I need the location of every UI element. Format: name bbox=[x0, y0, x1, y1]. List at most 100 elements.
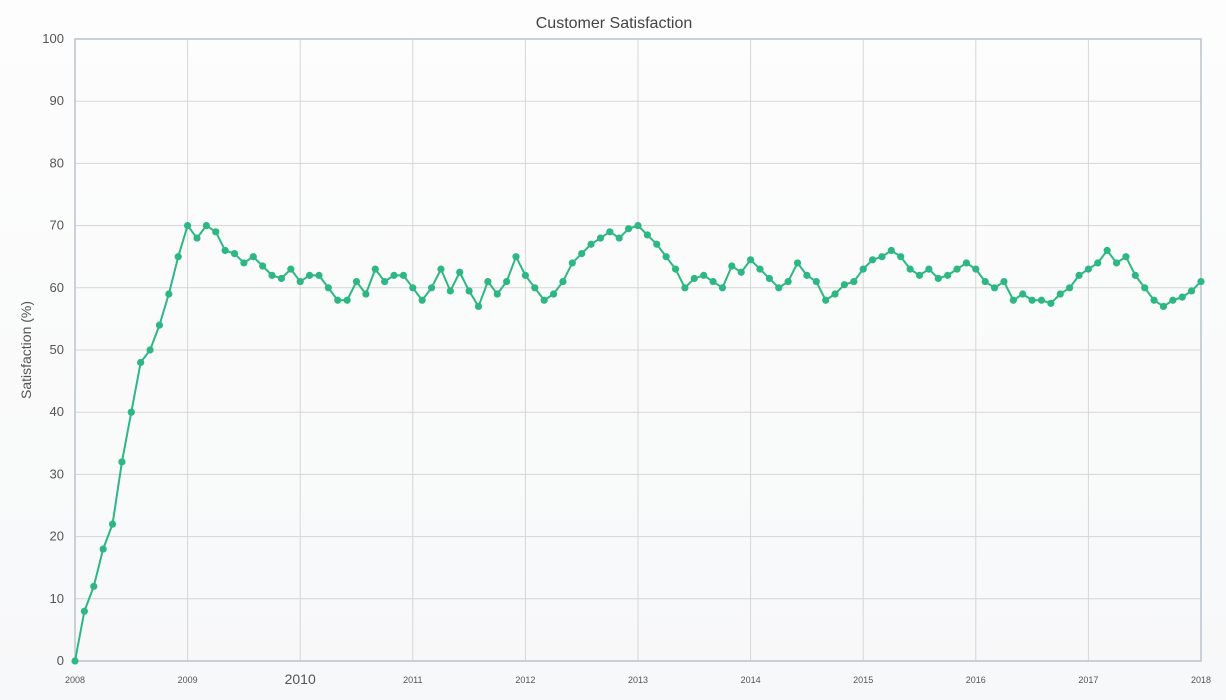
x-tick-label: 2008 bbox=[65, 675, 85, 685]
data-point bbox=[953, 265, 961, 273]
data-point bbox=[925, 265, 933, 273]
data-point bbox=[850, 277, 858, 286]
data-point bbox=[1047, 299, 1055, 307]
y-tick-label: 60 bbox=[50, 280, 64, 295]
y-axis-ticks: 0 10 20 30 40 50 60 70 80 90 100 bbox=[42, 31, 64, 668]
data-point bbox=[324, 284, 332, 292]
data-point bbox=[1084, 265, 1092, 273]
x-tick-label: 2009 bbox=[178, 675, 198, 685]
data-point bbox=[1197, 277, 1205, 286]
data-point bbox=[990, 284, 999, 292]
data-point bbox=[972, 265, 980, 273]
data-point bbox=[268, 271, 276, 279]
y-tick-label: 80 bbox=[50, 155, 64, 170]
data-point bbox=[962, 259, 971, 267]
data-point bbox=[277, 274, 286, 283]
y-tick-label: 40 bbox=[50, 404, 64, 419]
data-point bbox=[981, 277, 989, 286]
data-point bbox=[174, 253, 182, 261]
data-point bbox=[474, 302, 483, 311]
data-point bbox=[587, 240, 595, 248]
data-point bbox=[1066, 284, 1074, 292]
data-point bbox=[1075, 271, 1083, 279]
data-point bbox=[1103, 246, 1111, 255]
y-axis-title: Satisfaction (%) bbox=[18, 301, 34, 399]
data-point bbox=[465, 287, 473, 295]
series-points bbox=[71, 222, 1205, 665]
grid bbox=[74, 38, 1202, 662]
y-tick-label: 100 bbox=[42, 31, 64, 46]
data-point bbox=[775, 284, 783, 292]
data-point bbox=[1019, 290, 1027, 298]
data-point bbox=[202, 222, 210, 230]
data-point bbox=[427, 284, 436, 292]
data-point bbox=[80, 607, 88, 615]
data-point bbox=[1009, 296, 1017, 304]
data-point bbox=[343, 296, 351, 304]
data-point bbox=[1000, 277, 1008, 286]
data-point bbox=[615, 234, 623, 242]
data-point bbox=[287, 265, 295, 273]
data-point bbox=[859, 265, 867, 273]
y-tick-label: 70 bbox=[50, 218, 64, 233]
data-point bbox=[108, 520, 117, 528]
data-point bbox=[493, 290, 501, 298]
data-point bbox=[1159, 302, 1168, 311]
data-point bbox=[409, 284, 417, 292]
data-point bbox=[305, 271, 314, 279]
y-tick-label: 50 bbox=[50, 342, 64, 357]
data-point bbox=[418, 296, 426, 304]
x-tick-label: 2018 bbox=[1191, 675, 1211, 685]
data-point bbox=[681, 284, 689, 292]
data-point bbox=[521, 271, 530, 279]
data-point bbox=[1188, 287, 1196, 295]
data-point bbox=[878, 253, 886, 261]
data-point bbox=[390, 271, 398, 279]
y-tick-label: 10 bbox=[50, 591, 64, 606]
data-point bbox=[127, 408, 135, 416]
data-point bbox=[887, 246, 895, 255]
data-point bbox=[709, 277, 717, 286]
data-point bbox=[1122, 253, 1130, 261]
data-point bbox=[259, 262, 267, 270]
data-point bbox=[559, 277, 567, 286]
data-point bbox=[944, 271, 952, 279]
data-point bbox=[868, 256, 877, 264]
plot-area-border bbox=[74, 38, 1202, 662]
data-point bbox=[568, 259, 576, 267]
y-tick-label: 30 bbox=[50, 466, 64, 481]
data-point bbox=[700, 271, 708, 279]
data-point bbox=[352, 277, 361, 286]
data-point bbox=[718, 284, 727, 292]
data-point bbox=[212, 228, 220, 236]
data-point bbox=[1112, 259, 1121, 267]
data-point bbox=[146, 346, 154, 354]
data-point bbox=[381, 277, 389, 286]
data-point bbox=[671, 265, 680, 273]
y-tick-label: 20 bbox=[50, 529, 64, 544]
data-point bbox=[756, 265, 764, 273]
data-point bbox=[793, 259, 802, 267]
data-point bbox=[1178, 293, 1186, 301]
data-point bbox=[503, 277, 511, 286]
data-point bbox=[437, 265, 445, 273]
data-point bbox=[456, 268, 464, 276]
data-point bbox=[1150, 296, 1158, 304]
data-point bbox=[249, 253, 257, 261]
data-point bbox=[1131, 271, 1139, 279]
x-tick-label: 2012 bbox=[515, 675, 535, 685]
y-tick-label: 0 bbox=[57, 653, 64, 668]
data-point bbox=[812, 277, 820, 286]
data-point bbox=[446, 287, 454, 295]
data-point bbox=[578, 249, 586, 258]
data-point bbox=[193, 234, 201, 242]
data-point bbox=[71, 657, 79, 665]
data-point bbox=[737, 268, 745, 276]
data-point bbox=[484, 277, 492, 286]
x-tick-label: 2017 bbox=[1078, 675, 1098, 685]
data-point bbox=[90, 582, 98, 590]
data-point bbox=[549, 290, 558, 298]
data-point bbox=[118, 458, 126, 466]
data-point bbox=[230, 249, 239, 258]
data-point bbox=[625, 225, 633, 233]
